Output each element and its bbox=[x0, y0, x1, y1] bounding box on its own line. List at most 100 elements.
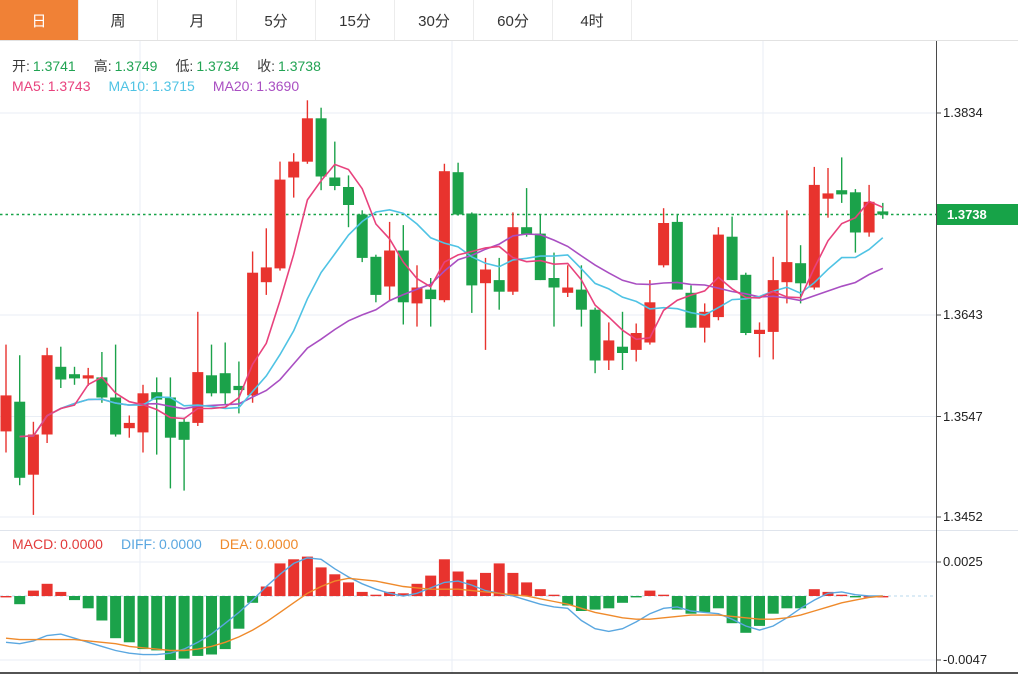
macd-bar bbox=[206, 596, 217, 655]
candle-body bbox=[603, 340, 615, 361]
macd-bar bbox=[356, 591, 368, 596]
tab-60分[interactable]: 60分 bbox=[474, 0, 553, 40]
macd-bar bbox=[781, 596, 793, 609]
tab-月[interactable]: 月 bbox=[158, 0, 237, 40]
candle-body bbox=[370, 256, 382, 295]
macd-histogram bbox=[0, 556, 889, 660]
macd-value-readout: MACD: 0.0000 bbox=[12, 536, 103, 552]
candle-body bbox=[781, 262, 793, 283]
candle-body bbox=[219, 373, 231, 394]
candle-body bbox=[151, 392, 163, 400]
candle-body bbox=[863, 201, 875, 233]
high-readout: 高: 1.3749 bbox=[94, 56, 158, 76]
candle-body bbox=[397, 250, 409, 303]
candle-body bbox=[712, 234, 724, 318]
candle-body bbox=[740, 274, 752, 333]
macd-bar bbox=[836, 594, 848, 597]
candle-body bbox=[754, 329, 765, 334]
chart-frame bbox=[0, 41, 1018, 674]
macd-bar bbox=[589, 596, 601, 610]
timeframe-tabs: 日周月 5分 15分 30分 60分 4时 bbox=[0, 0, 1018, 41]
macd-bar bbox=[343, 582, 354, 596]
high-label: 高: bbox=[93, 58, 112, 74]
macd-readout: MACD: 0.0000 DIFF: 0.0000 DEA: 0.0000 bbox=[12, 536, 298, 552]
ma20-label: MA20: bbox=[212, 78, 254, 94]
tab-30分[interactable]: 30分 bbox=[395, 0, 474, 40]
candle-body bbox=[69, 374, 80, 379]
candle-body bbox=[589, 309, 601, 361]
macd-bar bbox=[96, 596, 108, 621]
diff-line bbox=[5, 557, 883, 656]
macd-bar bbox=[699, 596, 711, 613]
ma5-readout: MA5: 1.3743 bbox=[12, 78, 91, 94]
macd-bar bbox=[658, 594, 670, 597]
candle-body bbox=[137, 393, 149, 433]
macd-bar bbox=[644, 590, 656, 596]
macd-bar bbox=[370, 594, 382, 597]
open-readout: 开: 1.3741 bbox=[12, 56, 76, 76]
candle-body bbox=[726, 236, 738, 281]
macd-bar bbox=[603, 596, 615, 609]
macd-bar bbox=[137, 596, 149, 650]
tab-周[interactable]: 周 bbox=[79, 0, 158, 40]
candles-layer bbox=[0, 100, 889, 515]
candle-body bbox=[562, 287, 574, 293]
tab-5分[interactable]: 5分 bbox=[237, 0, 316, 40]
candle-body bbox=[411, 287, 423, 304]
ma5-line bbox=[19, 163, 884, 438]
ma10-readout: MA10: 1.3715 bbox=[109, 78, 195, 94]
macd-bar bbox=[617, 596, 628, 603]
open-value: 1.3741 bbox=[32, 58, 76, 74]
macd-bar bbox=[740, 596, 752, 633]
tab-15分[interactable]: 15分 bbox=[316, 0, 395, 40]
macd-bar bbox=[55, 591, 67, 596]
dea-label: DEA: bbox=[219, 536, 253, 552]
ma5-value: 1.3743 bbox=[47, 78, 91, 94]
candle-body bbox=[480, 269, 491, 284]
candle-body bbox=[822, 193, 834, 199]
ma10-label: MA10: bbox=[108, 78, 149, 94]
macd-bar bbox=[82, 596, 94, 609]
ma20-readout: MA20: 1.3690 bbox=[213, 78, 299, 94]
macd-bar bbox=[27, 590, 39, 596]
candle-body bbox=[14, 401, 26, 478]
candle-body bbox=[767, 280, 779, 332]
candle-body bbox=[301, 118, 313, 162]
candle-body bbox=[247, 272, 259, 396]
candle-body bbox=[575, 289, 587, 310]
candle-body bbox=[55, 366, 67, 380]
candle-body bbox=[82, 375, 94, 379]
candle-body bbox=[192, 372, 204, 423]
candle-body bbox=[123, 422, 135, 429]
candle-body bbox=[617, 346, 628, 353]
ma20-value: 1.3690 bbox=[256, 78, 300, 94]
macd-bar bbox=[671, 596, 683, 610]
diff-value: 0.0000 bbox=[158, 536, 202, 552]
candle-body bbox=[315, 118, 327, 177]
macd-bar bbox=[425, 575, 437, 596]
macd-bar bbox=[507, 572, 519, 596]
candle-body bbox=[96, 377, 108, 398]
macd-tick-label: -0.0047 bbox=[943, 652, 988, 667]
macd-label: MACD: bbox=[12, 536, 58, 552]
high-value: 1.3749 bbox=[114, 58, 158, 74]
macd-bar bbox=[288, 559, 300, 597]
dea-readout: DEA: 0.0000 bbox=[220, 536, 299, 552]
candle-body bbox=[41, 355, 53, 435]
tab-日[interactable]: 日 bbox=[0, 0, 79, 40]
candle-body bbox=[438, 171, 450, 301]
macd-bar bbox=[69, 596, 80, 601]
candle-body bbox=[644, 302, 656, 343]
macd-bar bbox=[548, 594, 560, 597]
chart-gridlines bbox=[0, 41, 936, 673]
candle-body bbox=[658, 223, 670, 266]
ma-readout: MA5: 1.3743 MA10: 1.3715 MA20: 1.3690 bbox=[12, 78, 299, 94]
macd-bar bbox=[411, 583, 423, 597]
tab-4时[interactable]: 4时 bbox=[553, 0, 632, 40]
candle-body bbox=[452, 172, 464, 215]
ma5-label: MA5: bbox=[12, 78, 45, 94]
macd-bar bbox=[712, 596, 724, 609]
ma10-value: 1.3715 bbox=[151, 78, 195, 94]
